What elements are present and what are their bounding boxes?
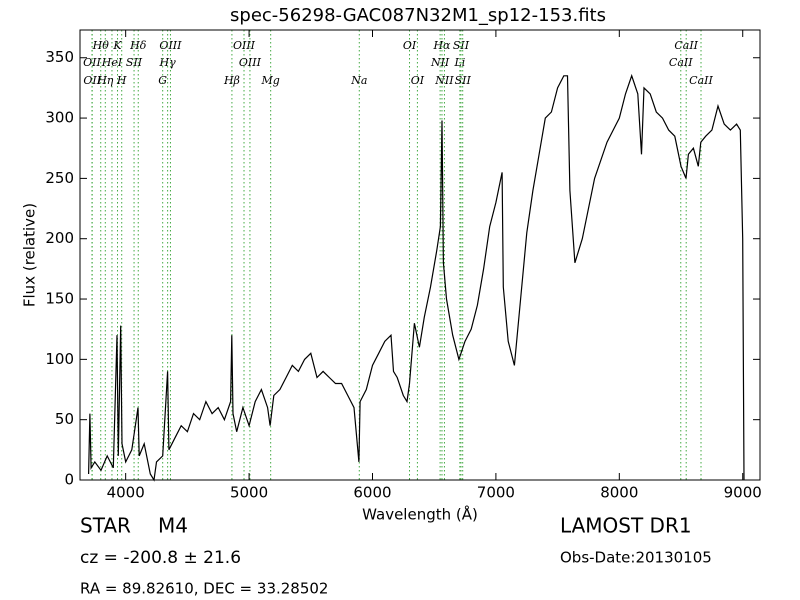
- spectral-line-label: Li: [453, 56, 465, 69]
- obs-date: Obs-Date:20130105: [560, 549, 712, 567]
- y-tick-label: 350: [45, 48, 74, 66]
- class: STAR: [80, 514, 131, 538]
- spectral-line-label: SII: [126, 56, 143, 69]
- spectral-line-label: HeI: [101, 56, 123, 69]
- x-tick-label: 7000: [477, 484, 515, 502]
- x-axis-label: Wavelength (Å): [362, 505, 478, 524]
- spectral-line-label: CaII: [669, 56, 693, 69]
- spectral-line-label: OI: [403, 39, 417, 52]
- x-tick-label: 6000: [353, 484, 391, 502]
- spectral-line-label: CaII: [689, 74, 713, 87]
- spectral-line-label: OI: [411, 74, 425, 87]
- y-tick-label: 0: [64, 471, 74, 489]
- y-tick-label: 200: [45, 229, 74, 247]
- x-tick-label: 9000: [724, 484, 762, 502]
- spectral-line-label: G: [158, 74, 167, 87]
- x-tick-label: 5000: [230, 484, 268, 502]
- y-tick-label: 50: [55, 410, 74, 428]
- spectral-line-label: H: [116, 74, 127, 87]
- spectral-line-label: Hδ: [129, 39, 147, 52]
- survey: LAMOST DR1: [560, 514, 692, 538]
- y-tick-label: 100: [45, 350, 74, 368]
- spectral-line-label: K: [112, 39, 122, 52]
- subclass: M4: [158, 514, 188, 538]
- chart-title: spec-56298-GAC087N32M1_sp12-153.fits: [230, 5, 606, 26]
- spectral-line-label: OIII: [233, 39, 256, 52]
- spectral-line-label: Mg: [261, 74, 280, 87]
- y-tick-label: 250: [45, 169, 74, 187]
- coordinates: RA = 89.82610, DEC = 33.28502: [80, 580, 328, 598]
- spectral-line-label: Hα: [432, 39, 451, 52]
- y-tick-label: 150: [45, 290, 74, 308]
- spectral-line-label: OII: [83, 74, 101, 87]
- spectral-line-label: OIII: [239, 56, 262, 69]
- spectral-line-label: OIII: [159, 39, 182, 52]
- y-tick-label: 300: [45, 109, 74, 127]
- plot-frame: [79, 29, 761, 481]
- spectral-line-label: SII: [455, 74, 472, 87]
- spectral-line-label: SII: [453, 39, 470, 52]
- spectral-line-label: NII: [430, 56, 450, 69]
- spectrum-line: [88, 73, 745, 482]
- spectral-line-label: NII: [434, 74, 454, 87]
- spectral-line-label: Na: [350, 74, 367, 87]
- y-axis-label: Flux (relative): [21, 203, 39, 307]
- spectral-line-label: CaII: [674, 39, 698, 52]
- spectral-line-label: Hθ: [92, 39, 110, 52]
- redshift: cz = -200.8 ± 21.6: [80, 548, 241, 568]
- x-tick-label: 4000: [107, 484, 145, 502]
- x-tick-label: 8000: [600, 484, 638, 502]
- spectral-line-label: Hβ: [223, 74, 240, 87]
- spectral-line-label: Hη: [96, 74, 114, 87]
- spectral-line-label: Hγ: [159, 56, 177, 69]
